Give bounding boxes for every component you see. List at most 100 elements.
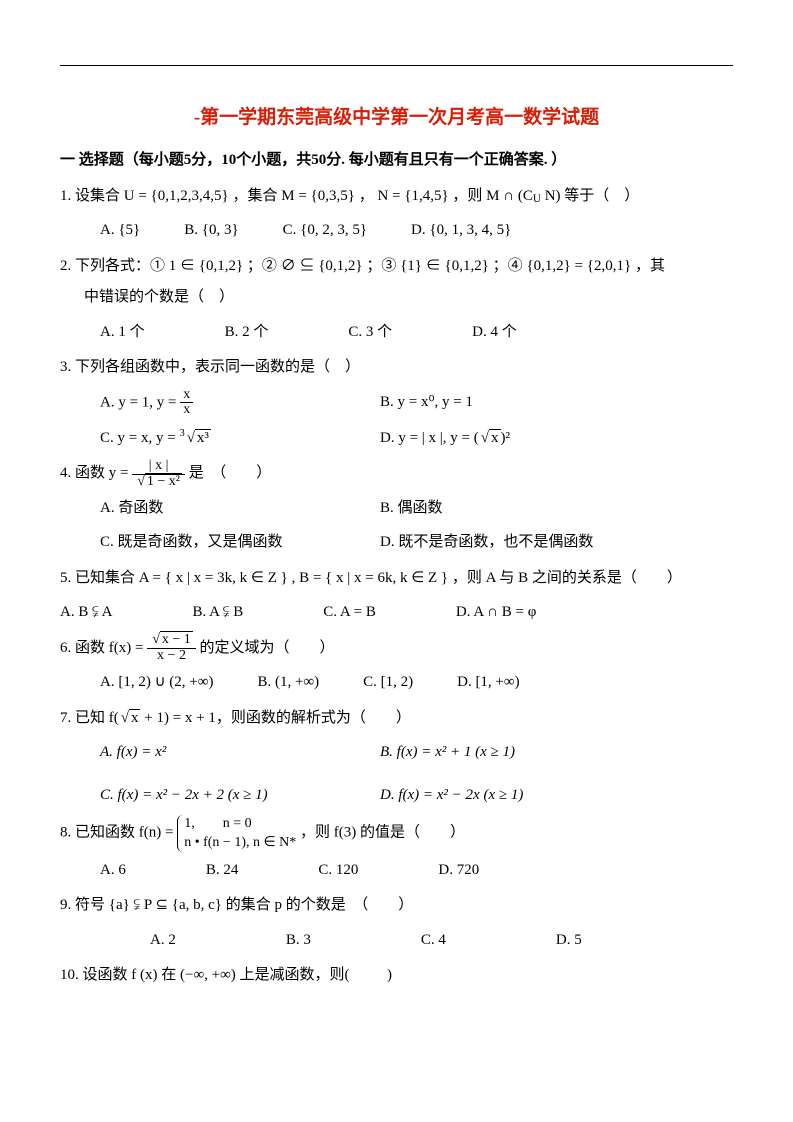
problem-7: 7. 已知 f( x + 1) = x + 1，则函数的解析式为（ ） [60,703,733,735]
p4-opt-a: A. 奇函数 [100,494,380,523]
p2-opt-c: C. 3 个 [348,318,392,347]
p2-options: A. 1 个 B. 2 个 C. 3 个 D. 4 个 [100,318,733,347]
p3-opt-a: A. y = 1, y = xx [100,388,380,418]
p4-options: A. 奇函数 B. 偶函数 C. 既是奇函数，又是偶函数 D. 既不是奇函数，也… [100,494,733,557]
p5-B: B = { x | x = 6k, k ∈ Z } [299,570,448,586]
p8-post: ，则 f(3) 的值是（ ） [300,825,465,841]
p2-p2: ∅ ⊆ {0,1,2} [281,258,363,274]
p6-pre: 函数 f(x) = [75,640,147,656]
p8-pre: 已知函数 f(n) = [75,825,177,841]
p7-opt-c-txt: C. f(x) = x² − 2x + 2 (x ≥ 1) [100,787,268,803]
p5-opt-b: B. A ⫋ B [192,598,243,627]
p3-options: A. y = 1, y = xx B. y = x⁰, y = 1 C. y =… [100,388,733,453]
p2-s1: ；② [247,258,277,274]
problem-3: 3. 下列各组函数中，表示同一函数的是（ ） [60,352,733,384]
p1-mid3: ，则 [452,188,482,204]
p2-line2: 中错误的个数是（ ） [84,282,733,314]
problem-9: 9. 符号 {a} ⫋ P ⊆ {a, b, c} 的集合 p 的个数是 （ ） [60,890,733,922]
p3-opt-c: C. y = x, y = 3x³ [100,424,380,453]
p8-case2: n • f(n − 1), n ∈ N* [184,834,296,852]
p2-s3: ；④ [493,258,523,274]
problem-5: 5. 已知集合 A = { x | x = 3k, k ∈ Z } , B = … [60,563,733,595]
p3-opt-d: D. y = | x |, y = ( x)² [380,424,733,453]
p6-num-rad: x − 1 [160,631,193,647]
p7-rad: x [129,709,141,726]
problem-8: 8. 已知函数 f(n) = 1, n = 0 n • f(n − 1), n … [60,815,733,851]
p1-opt-a: A. {5} [100,216,140,245]
problem-6: 6. 函数 f(x) = x − 1 x − 2 的定义域为（ ） [60,633,733,665]
problem-2: 2. 下列各式：① 1 ∈ {0,1,2} ；② ∅ ⊆ {0,1,2} ；③ … [60,251,733,314]
p6-num: 6. [60,640,71,656]
p8-opt-b: B. 24 [206,856,239,885]
p3-opt-c-pre: C. y = x, y = [100,430,179,446]
p3-num: 3. [60,359,71,375]
p3-a-den: x [180,402,193,418]
p8-cases: 1, n = 0 n • f(n − 1), n ∈ N* [177,815,296,851]
p9-options: A. 2 B. 3 C. 4 D. 5 [150,926,733,955]
p8-case1: 1, n = 0 [184,815,296,833]
p3-d-rad: x [489,429,501,446]
section-a-heading: 一 选择题（每小题5分，10个小题，共50分. 每小题有且只有一个正确答案. ） [60,146,733,175]
p3-a-num: x [180,388,193,403]
p6-options: A. [1, 2) ∪ (2, +∞) B. (1, +∞) C. [1, 2)… [100,668,733,697]
p9-num: 9. [60,897,71,913]
p5-opt-c: C. A = B [323,598,376,627]
p4-num-frac: | x | [132,459,185,474]
page-title: -第一学期东莞高级中学第一次月考高一数学试题 [60,100,733,136]
p9-opt-b: B. 3 [286,926,311,955]
p1-tail: 等于（ ） [564,188,639,204]
p6-opt-d: D. [1, +∞) [457,668,519,697]
p4-pre: 函数 y = [75,465,132,481]
p3-d-pre: D. y = | x |, y = ( [380,430,479,446]
p7-opt-a: A. f(x) = x² [100,738,380,767]
p7-pre: 已知 f( [75,710,119,726]
p6-opt-a: A. [1, 2) ∪ (2, +∞) [100,668,213,697]
p6-den: x − 2 [147,648,196,664]
p7-opt-c: C. f(x) = x² − 2x + 2 (x ≥ 1) [100,781,380,810]
p3-c-rad: x³ [195,429,211,446]
p2-num: 2. [60,258,71,274]
p5-opt-d: D. A ∩ B = φ [456,598,536,627]
p1-mid2: ， [359,188,374,204]
p1-U: U = {0,1,2,3,4,5} [124,188,229,204]
p9-opt-d: D. 5 [556,926,582,955]
p1-M: M = {0,3,5} [281,188,355,204]
p1-num: 1. [60,188,71,204]
p3-d-post: )² [501,430,511,446]
p7-opt-d: D. f(x) = x² − 2x (x ≥ 1) [380,781,733,810]
p5-A: A = { x | x = 3k, k ∈ Z } [139,570,288,586]
problem-1: 1. 设集合 U = {0,1,2,3,4,5} ，集合 M = {0,3,5}… [60,181,733,213]
problem-10: 10. 设函数 f (x) 在 (−∞, +∞) 上是减函数，则( ) [60,960,733,992]
p1-opt-b: B. {0, 3} [184,216,238,245]
p4-opt-c: C. 既是奇函数，又是偶函数 [100,528,380,557]
p2-pre: 下列各式：① [75,258,165,274]
p2-p3: {1} ∈ {0,1,2} [400,258,489,274]
p8-num: 8. [60,825,71,841]
p5-tail: ，则 A 与 B 之间的关系是（ ） [452,570,682,586]
p9-stem: 符号 {a} ⫋ P ⊆ {a, b, c} 的集合 p 的个数是 （ ） [75,897,413,913]
p5-options: A. B ⫋ A B. A ⫋ B C. A = B D. A ∩ B = φ [60,598,733,627]
p2-s2: ；③ [366,258,396,274]
p7-opt-b: B. f(x) = x² + 1 (x ≥ 1) [380,738,733,767]
top-rule [60,65,733,66]
p8-options: A. 6 B. 24 C. 120 D. 720 [100,856,733,885]
p4-opt-b: B. 偶函数 [380,494,733,523]
p6-opt-b: B. (1, +∞) [257,668,319,697]
p1-stem-pre: 设集合 [75,188,120,204]
p9-opt-a: A. 2 [150,926,176,955]
p2-opt-b: B. 2 个 [225,318,269,347]
p1-N: N = {1,4,5} [377,188,448,204]
p4-num: 4. [60,465,71,481]
p5-pre: 已知集合 [75,570,139,586]
p7-mid: + 1) = x + 1，则函数的解析式为（ ） [140,710,410,726]
p8-opt-c: C. 120 [318,856,358,885]
p1-mid1: ，集合 [232,188,277,204]
p7-num: 7. [60,710,71,726]
p9-opt-c: C. 4 [421,926,446,955]
p3-opt-a-pre: A. y = 1, y = [100,394,180,410]
problem-4: 4. 函数 y = | x | 1 − x² 是 （ ） [60,458,733,490]
p8-opt-d: D. 720 [438,856,479,885]
p7-opt-b-txt: B. f(x) = x² + 1 (x ≥ 1) [380,744,515,760]
p8-opt-a: A. 6 [100,856,126,885]
p2-p1: 1 ∈ {0,1,2} [169,258,243,274]
